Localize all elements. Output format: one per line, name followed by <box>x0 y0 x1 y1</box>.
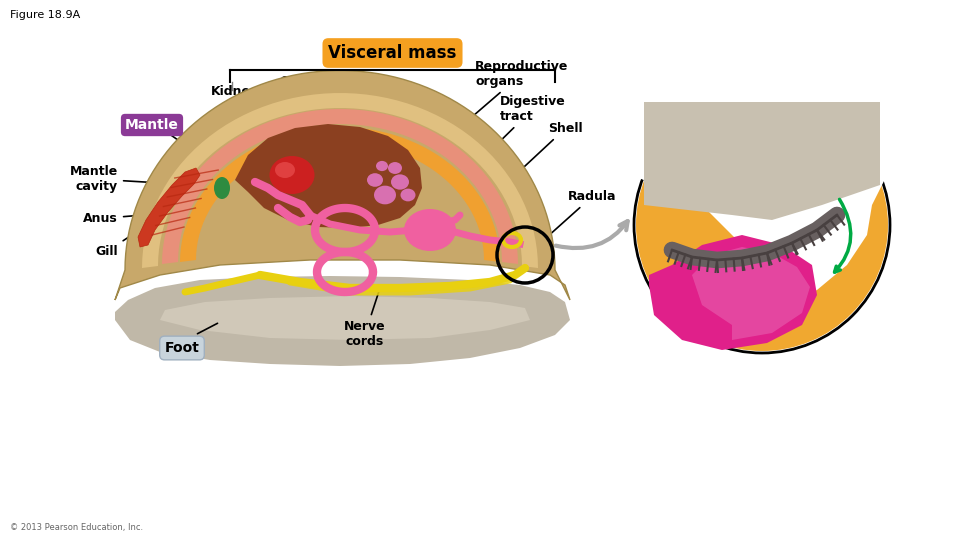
Text: Mouth: Mouth <box>818 115 864 247</box>
Circle shape <box>636 99 888 351</box>
Polygon shape <box>644 102 880 220</box>
Text: Foot: Foot <box>164 341 200 355</box>
Text: Radula: Radula <box>529 190 616 253</box>
Polygon shape <box>235 124 422 228</box>
Text: Coelom: Coelom <box>279 75 331 127</box>
Ellipse shape <box>275 162 295 178</box>
Text: Heart: Heart <box>301 82 365 173</box>
Text: Figure 18.9A: Figure 18.9A <box>10 10 81 20</box>
Text: © 2013 Pearson Education, Inc.: © 2013 Pearson Education, Inc. <box>10 523 143 532</box>
Ellipse shape <box>270 156 315 194</box>
Text: Mantle
cavity: Mantle cavity <box>70 165 192 193</box>
Ellipse shape <box>391 174 409 190</box>
Ellipse shape <box>367 173 383 187</box>
Ellipse shape <box>376 161 388 171</box>
Text: Kidney: Kidney <box>211 85 274 148</box>
Text: Mantle: Mantle <box>125 118 179 132</box>
Text: Shell: Shell <box>512 122 583 178</box>
Polygon shape <box>142 93 538 268</box>
Text: Visceral mass: Visceral mass <box>328 44 457 62</box>
Polygon shape <box>115 276 570 366</box>
Text: Digestive
tract: Digestive tract <box>432 95 565 208</box>
Polygon shape <box>115 71 570 300</box>
Polygon shape <box>138 168 200 247</box>
Polygon shape <box>649 235 817 350</box>
Polygon shape <box>692 247 810 340</box>
Text: Reproductive
organs: Reproductive organs <box>396 60 568 183</box>
Polygon shape <box>632 95 892 305</box>
Text: Nerve
cords: Nerve cords <box>345 291 386 348</box>
Ellipse shape <box>374 186 396 204</box>
Polygon shape <box>180 127 500 262</box>
Text: Gill: Gill <box>95 212 168 258</box>
Text: Anus: Anus <box>84 210 203 225</box>
Ellipse shape <box>404 209 456 251</box>
Ellipse shape <box>388 162 402 174</box>
Ellipse shape <box>214 177 230 199</box>
Polygon shape <box>160 296 530 340</box>
Text: Digestive
tract: Digestive tract <box>689 100 755 257</box>
Ellipse shape <box>400 188 416 201</box>
Polygon shape <box>162 109 518 264</box>
Circle shape <box>634 97 890 353</box>
